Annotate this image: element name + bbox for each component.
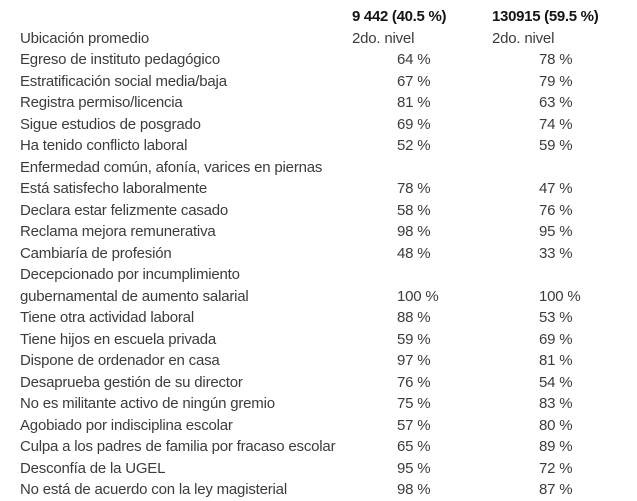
row-value-group2: 89 % [539, 438, 573, 455]
table-row: Reclama mejora remunerativa 98 % 95 % [20, 221, 637, 243]
row-value-group2: 47 % [539, 180, 573, 197]
row-value-group2: 53 % [539, 309, 573, 326]
table-row: Desaprueba gestión de su director 76 % 5… [20, 372, 637, 394]
row-value-group2: 83 % [539, 395, 573, 412]
table-row: Desconfía de la UGEL 95 % 72 % [20, 458, 637, 480]
row-label: No está de acuerdo con la ley magisteria… [20, 481, 287, 498]
table-row: Enfermedad común, afonía, varices en pie… [20, 157, 637, 179]
row-value-group1: 75 % [397, 395, 431, 412]
row-label: Dispone de ordenador en casa [20, 352, 220, 369]
table-row: Cambiaría de profesión 48 % 33 % [20, 243, 637, 265]
row-label: Tiene otra actividad laboral [20, 309, 194, 326]
row-value-group2: 69 % [539, 330, 573, 348]
row-value-group1: 81 % [397, 94, 431, 111]
table-row: Declara estar felizmente casado 58 % 76 … [20, 200, 637, 222]
row-value-group2: 63 % [539, 94, 573, 111]
table-row: No está de acuerdo con la ley magisteria… [20, 479, 637, 501]
row-value-group2: 81 % [539, 352, 573, 369]
row-value-group1: 88 % [397, 309, 431, 326]
table-row: Decepcionado por incumplimiento [20, 264, 637, 286]
group1-header: 9 442 (40.5 %) [352, 8, 447, 25]
table-row: Está satisfecho laboralmente 78 % 47 % [20, 178, 637, 200]
row-value-group1: 67 % [397, 72, 431, 90]
table-row: Dispone de ordenador en casa 97 % 81 % [20, 350, 637, 372]
table-row: No es militante activo de ningún gremio … [20, 393, 637, 415]
table-row: Registra permiso/licencia 81 % 63 % [20, 92, 637, 114]
row-label: Decepcionado por incumplimiento [20, 266, 240, 283]
row-value-group2: 79 % [539, 72, 573, 90]
table-header-row: 9 442 (40.5 %) 130915 (59.5 %) [20, 6, 637, 28]
row-value-group2: 33 % [539, 244, 573, 262]
table-row: Culpa a los padres de familia por fracas… [20, 436, 637, 458]
row-value-group2: 59 % [539, 137, 573, 154]
row-label: Ha tenido conflicto laboral [20, 137, 188, 154]
table-row: Tiene otra actividad laboral 88 % 53 % [20, 307, 637, 329]
table-row: Ubicación promedio 2do. nivel 2do. nivel [20, 28, 637, 50]
row-label: gubernamental de aumento salarial [20, 287, 249, 305]
row-label: Estratificación social media/baja [20, 72, 227, 90]
row-label: Sigue estudios de posgrado [20, 115, 201, 133]
row-value-group1: 2do. nivel [352, 29, 415, 47]
row-label: Cambiaría de profesión [20, 244, 172, 262]
row-value-group1: 58 % [397, 201, 431, 219]
table-row: Ha tenido conflicto laboral 52 % 59 % [20, 135, 637, 157]
row-value-group1: 69 % [397, 115, 431, 133]
table-row: gubernamental de aumento salarial 100 % … [20, 286, 637, 308]
row-value-group2: 74 % [539, 115, 573, 133]
table-row: Egreso de instituto pedagógico 64 % 78 % [20, 49, 637, 71]
row-label: Reclama mejora remunerativa [20, 223, 216, 240]
row-label: Agobiado por indisciplina escolar [20, 416, 233, 434]
row-value-group1: 98 % [397, 223, 431, 240]
row-value-group1: 78 % [397, 180, 431, 197]
row-label: Registra permiso/licencia [20, 94, 183, 111]
row-label: Está satisfecho laboralmente [20, 180, 208, 197]
row-label: Enfermedad común, afonía, varices en pie… [20, 158, 323, 176]
table-row: Sigue estudios de posgrado 69 % 74 % [20, 114, 637, 136]
row-value-group2: 95 % [539, 223, 573, 240]
row-value-group2: 72 % [539, 459, 573, 477]
row-value-group2: 78 % [539, 51, 573, 68]
row-label: Ubicación promedio [20, 29, 149, 47]
row-value-group1: 100 % [397, 287, 439, 305]
row-value-group1: 97 % [397, 352, 431, 369]
table-row: Agobiado por indisciplina escolar 57 % 8… [20, 415, 637, 437]
row-value-group2: 100 % [539, 287, 581, 305]
row-value-group2: 54 % [539, 373, 573, 391]
row-value-group2: 76 % [539, 201, 573, 219]
row-value-group2: 87 % [539, 481, 573, 498]
table-row: Estratificación social media/baja 67 % 7… [20, 71, 637, 93]
row-value-group1: 98 % [397, 481, 431, 498]
row-value-group2: 2do. nivel [492, 29, 555, 47]
row-value-group1: 57 % [397, 416, 431, 434]
group2-header: 130915 (59.5 %) [492, 8, 599, 25]
row-label: Culpa a los padres de familia por fracas… [20, 438, 336, 455]
row-value-group2: 80 % [539, 416, 573, 434]
row-label: Desaprueba gestión de su director [20, 373, 243, 391]
table-body: Ubicación promedio 2do. nivel 2do. nivel… [20, 28, 637, 501]
row-value-group1: 48 % [397, 244, 431, 262]
row-value-group1: 59 % [397, 330, 431, 348]
row-label: Tiene hijos en escuela privada [20, 330, 217, 348]
row-value-group1: 64 % [397, 51, 431, 68]
row-label: Declara estar felizmente casado [20, 201, 229, 219]
table-row: Tiene hijos en escuela privada 59 % 69 % [20, 329, 637, 351]
row-value-group1: 52 % [397, 137, 431, 154]
row-label: Desconfía de la UGEL [20, 459, 166, 477]
row-value-group1: 95 % [397, 459, 431, 477]
row-value-group1: 76 % [397, 373, 431, 391]
row-label: Egreso de instituto pedagógico [20, 51, 220, 68]
row-value-group1: 65 % [397, 438, 431, 455]
row-label: No es militante activo de ningún gremio [20, 395, 275, 412]
